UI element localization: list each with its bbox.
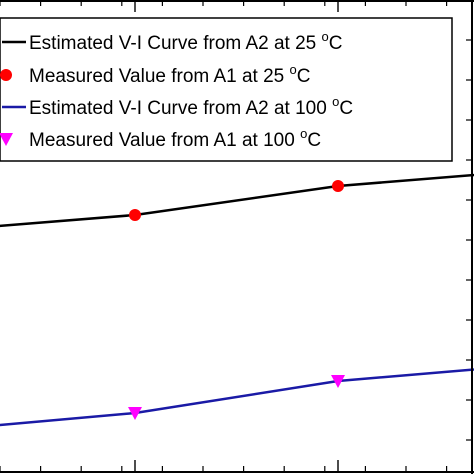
plot-area xyxy=(0,173,474,427)
legend-label-1: Measured Value from A1 at 25 oC xyxy=(29,62,311,87)
legend: Estimated V-I Curve from A2 at 25 oC Meas… xyxy=(0,17,453,162)
data-point-3-1 xyxy=(331,375,345,388)
legend-label-3: Measured Value from A1 at 100 oC xyxy=(29,126,321,151)
legend-label-0: Estimated V-I Curve from A2 at 25 oC xyxy=(29,29,342,54)
legend-box xyxy=(0,17,453,162)
data-point-1-1 xyxy=(332,180,344,192)
legend-label-2: Estimated V-I Curve from A2 at 100 oC xyxy=(29,94,353,119)
data-point-3-0 xyxy=(128,407,142,420)
legend-swatch-1 xyxy=(0,69,12,81)
series-line-0 xyxy=(0,173,474,228)
data-point-1-0 xyxy=(129,209,141,221)
legend-swatch-3 xyxy=(0,133,13,146)
series-line-2 xyxy=(0,368,474,427)
